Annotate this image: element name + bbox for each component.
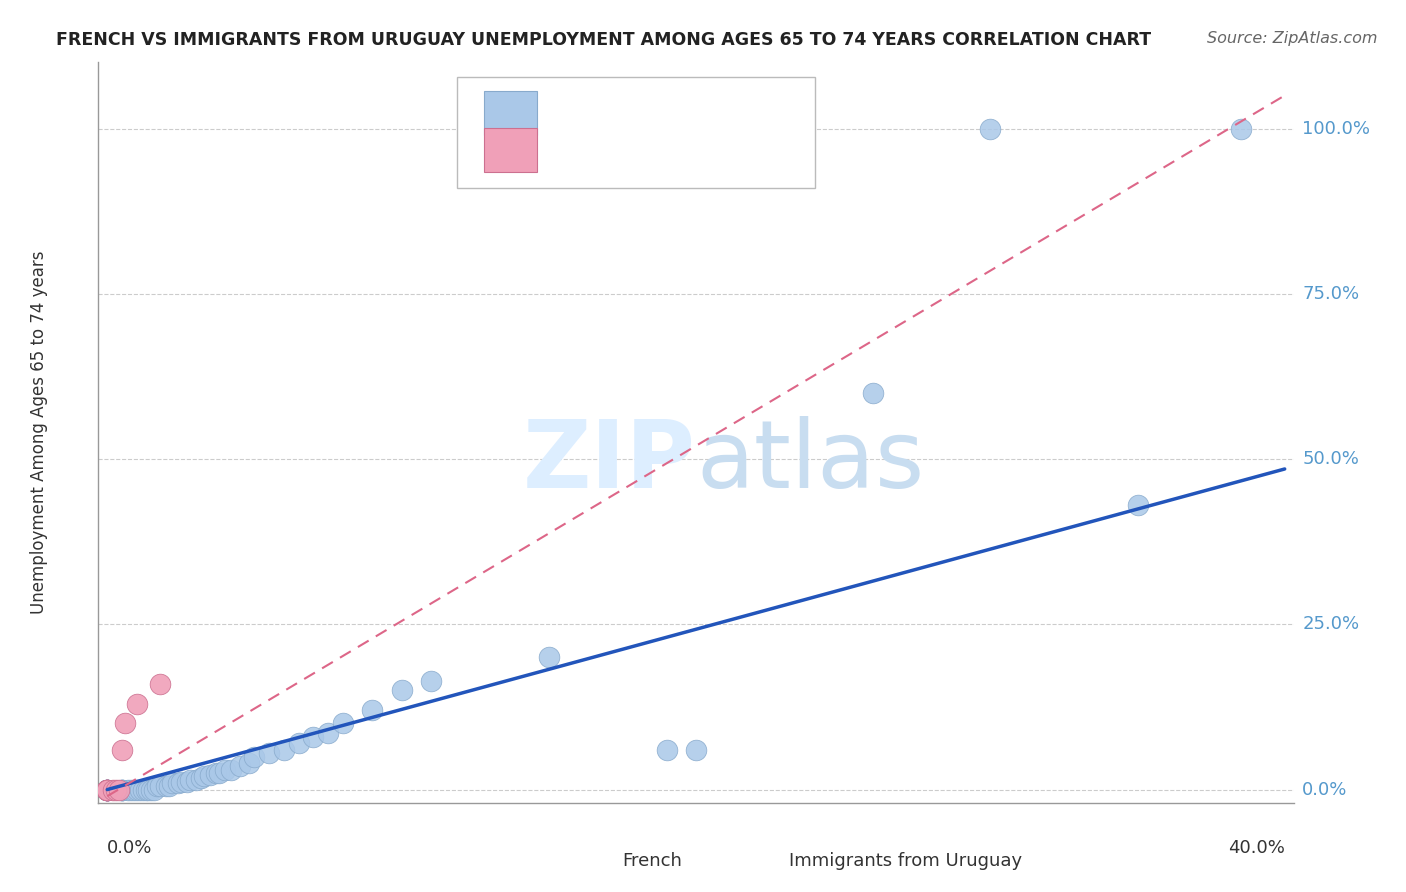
- Point: [96, 782, 118, 797]
- Point: [96, 782, 118, 797]
- Point: [149, 677, 172, 691]
- Point: [193, 769, 215, 783]
- FancyBboxPatch shape: [574, 848, 614, 873]
- Point: [108, 782, 131, 797]
- Text: 0.0%: 0.0%: [1302, 780, 1348, 798]
- Point: [111, 782, 134, 797]
- Point: [361, 703, 384, 717]
- Point: [179, 772, 201, 787]
- Point: [96, 782, 118, 797]
- Text: ZIP: ZIP: [523, 417, 696, 508]
- Point: [257, 746, 280, 760]
- FancyBboxPatch shape: [485, 91, 537, 135]
- Point: [143, 782, 166, 797]
- Point: [205, 766, 228, 780]
- Point: [111, 782, 134, 797]
- Text: Unemployment Among Ages 65 to 74 years: Unemployment Among Ages 65 to 74 years: [30, 251, 48, 615]
- Point: [1229, 121, 1251, 136]
- Point: [120, 782, 142, 797]
- Text: 50.0%: 50.0%: [1302, 450, 1360, 468]
- Point: [96, 782, 118, 797]
- FancyBboxPatch shape: [741, 848, 782, 873]
- Point: [105, 782, 128, 797]
- Text: 0.0%: 0.0%: [107, 839, 153, 857]
- Point: [96, 782, 118, 797]
- Point: [190, 771, 212, 785]
- Point: [111, 743, 134, 757]
- Point: [96, 782, 118, 797]
- Point: [111, 782, 134, 797]
- Text: 100.0%: 100.0%: [1302, 120, 1371, 137]
- Point: [219, 763, 242, 777]
- Text: Source: ZipAtlas.com: Source: ZipAtlas.com: [1208, 31, 1378, 46]
- Point: [114, 716, 136, 731]
- Point: [238, 756, 260, 771]
- Point: [96, 782, 118, 797]
- Point: [122, 782, 145, 797]
- Point: [141, 782, 163, 797]
- Point: [176, 774, 198, 789]
- Point: [146, 779, 169, 793]
- Point: [96, 782, 118, 797]
- Point: [157, 779, 180, 793]
- Point: [131, 782, 153, 797]
- Point: [96, 782, 118, 797]
- Point: [160, 776, 183, 790]
- Text: Immigrants from Uruguay: Immigrants from Uruguay: [789, 852, 1022, 870]
- Point: [287, 736, 309, 750]
- Point: [243, 749, 266, 764]
- Point: [170, 774, 193, 789]
- Point: [302, 730, 325, 744]
- Point: [101, 782, 124, 797]
- Point: [128, 782, 150, 797]
- Point: [96, 782, 118, 797]
- Text: 40.0%: 40.0%: [1227, 839, 1285, 857]
- Point: [332, 716, 354, 731]
- Text: R =  0.591   N =  12: R = 0.591 N = 12: [558, 141, 755, 159]
- Text: atlas: atlas: [696, 417, 924, 508]
- Text: 75.0%: 75.0%: [1302, 285, 1360, 302]
- Point: [273, 743, 295, 757]
- Point: [117, 782, 139, 797]
- Point: [655, 743, 678, 757]
- Point: [228, 759, 250, 773]
- Point: [96, 782, 118, 797]
- Point: [391, 683, 413, 698]
- Point: [149, 779, 172, 793]
- Point: [316, 726, 339, 740]
- FancyBboxPatch shape: [457, 78, 815, 188]
- Point: [214, 763, 236, 777]
- Point: [125, 697, 148, 711]
- Point: [1126, 499, 1149, 513]
- Point: [96, 782, 118, 797]
- Point: [420, 673, 443, 688]
- Point: [167, 776, 190, 790]
- Point: [537, 650, 560, 665]
- FancyBboxPatch shape: [485, 128, 537, 171]
- Point: [862, 386, 884, 401]
- Point: [96, 782, 118, 797]
- Point: [200, 768, 222, 782]
- Text: R =  0.643   N =  58: R = 0.643 N = 58: [558, 103, 755, 122]
- Point: [138, 782, 160, 797]
- Text: French: French: [621, 852, 682, 870]
- Point: [134, 782, 156, 797]
- Point: [155, 779, 177, 793]
- Text: FRENCH VS IMMIGRANTS FROM URUGUAY UNEMPLOYMENT AMONG AGES 65 TO 74 YEARS CORRELA: FRENCH VS IMMIGRANTS FROM URUGUAY UNEMPL…: [56, 31, 1152, 49]
- Point: [125, 782, 148, 797]
- Point: [208, 766, 231, 780]
- Text: 25.0%: 25.0%: [1302, 615, 1360, 633]
- Point: [184, 772, 207, 787]
- Point: [979, 121, 1001, 136]
- Point: [685, 743, 707, 757]
- Point: [111, 782, 134, 797]
